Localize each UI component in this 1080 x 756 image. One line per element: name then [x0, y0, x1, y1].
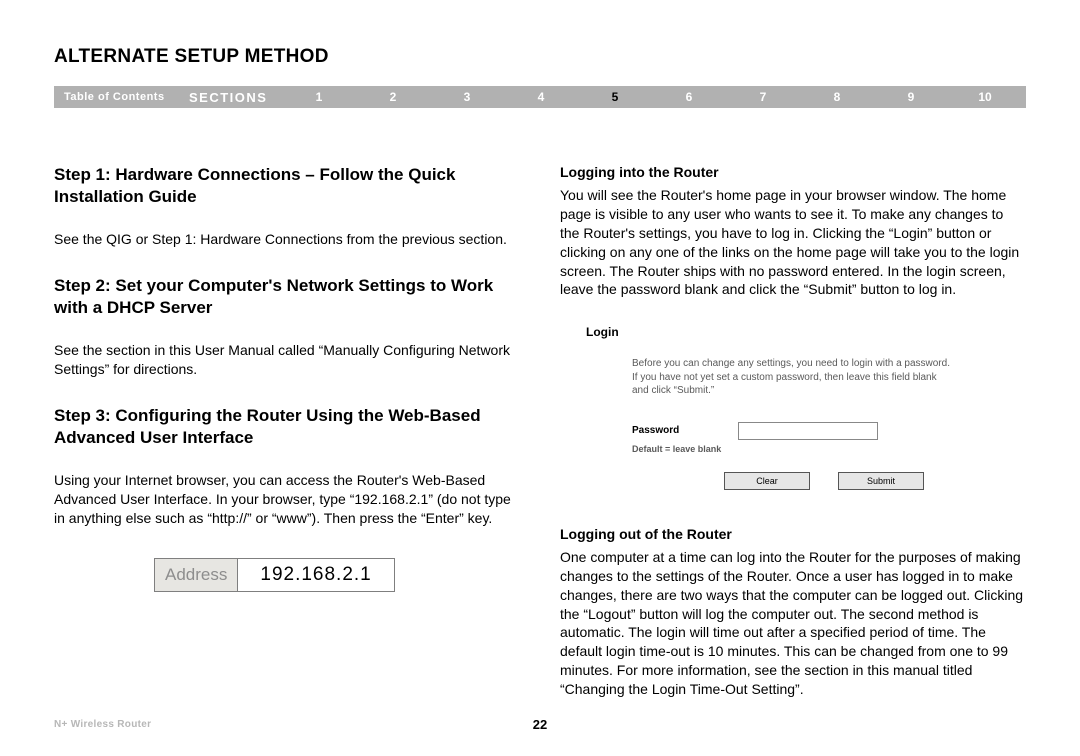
- logout-heading: Logging out of the Router: [560, 526, 1026, 542]
- left-column: Step 1: Hardware Connections – Follow th…: [54, 164, 520, 725]
- sections-label: SECTIONS: [189, 90, 282, 105]
- page-footer: N+ Wireless Router 22: [54, 719, 1026, 730]
- step1-heading: Step 1: Hardware Connections – Follow th…: [54, 164, 520, 208]
- logout-body: One computer at a time can log into the …: [560, 548, 1026, 699]
- step3-heading: Step 3: Configuring the Router Using the…: [54, 405, 520, 449]
- section-link-3[interactable]: 3: [430, 90, 504, 104]
- password-label: Password: [632, 425, 738, 436]
- section-link-7[interactable]: 7: [726, 90, 800, 104]
- login-panel: Login Before you can change any settings…: [586, 325, 1026, 490]
- section-link-4[interactable]: 4: [504, 90, 578, 104]
- login-body: You will see the Router's home page in y…: [560, 186, 1026, 299]
- step1-body: See the QIG or Step 1: Hardware Connecti…: [54, 230, 520, 249]
- section-link-9[interactable]: 9: [874, 90, 948, 104]
- section-link-2[interactable]: 2: [356, 90, 430, 104]
- right-column: Logging into the Router You will see the…: [560, 164, 1026, 725]
- section-navbar: Table of Contents SECTIONS 1 2 3 4 5 6 7…: [54, 86, 1026, 108]
- section-link-10[interactable]: 10: [948, 90, 1022, 104]
- step2-body: See the section in this User Manual call…: [54, 341, 520, 379]
- step3-body: Using your Internet browser, you can acc…: [54, 471, 520, 528]
- toc-link[interactable]: Table of Contents: [54, 91, 189, 103]
- section-link-5[interactable]: 5: [578, 90, 652, 104]
- address-value: 192.168.2.1: [238, 559, 393, 591]
- step2-heading: Step 2: Set your Computer's Network Sett…: [54, 275, 520, 319]
- section-link-8[interactable]: 8: [800, 90, 874, 104]
- login-panel-description: Before you can change any settings, you …: [632, 357, 952, 398]
- clear-button[interactable]: Clear: [724, 472, 810, 490]
- product-name: N+ Wireless Router: [54, 719, 151, 730]
- login-heading: Logging into the Router: [560, 164, 1026, 180]
- section-link-6[interactable]: 6: [652, 90, 726, 104]
- password-hint: Default = leave blank: [632, 444, 1026, 454]
- submit-button[interactable]: Submit: [838, 472, 924, 490]
- login-button-row: Clear Submit: [724, 472, 1026, 490]
- page-number: 22: [533, 717, 547, 732]
- address-bar: Address 192.168.2.1: [154, 558, 395, 592]
- login-panel-title: Login: [586, 325, 1026, 339]
- password-input[interactable]: [738, 422, 878, 440]
- password-row: Password: [632, 422, 1026, 440]
- section-link-1[interactable]: 1: [282, 90, 356, 104]
- page-title: ALTERNATE SETUP METHOD: [54, 46, 1026, 68]
- address-label: Address: [155, 559, 238, 591]
- content-columns: Step 1: Hardware Connections – Follow th…: [54, 164, 1026, 725]
